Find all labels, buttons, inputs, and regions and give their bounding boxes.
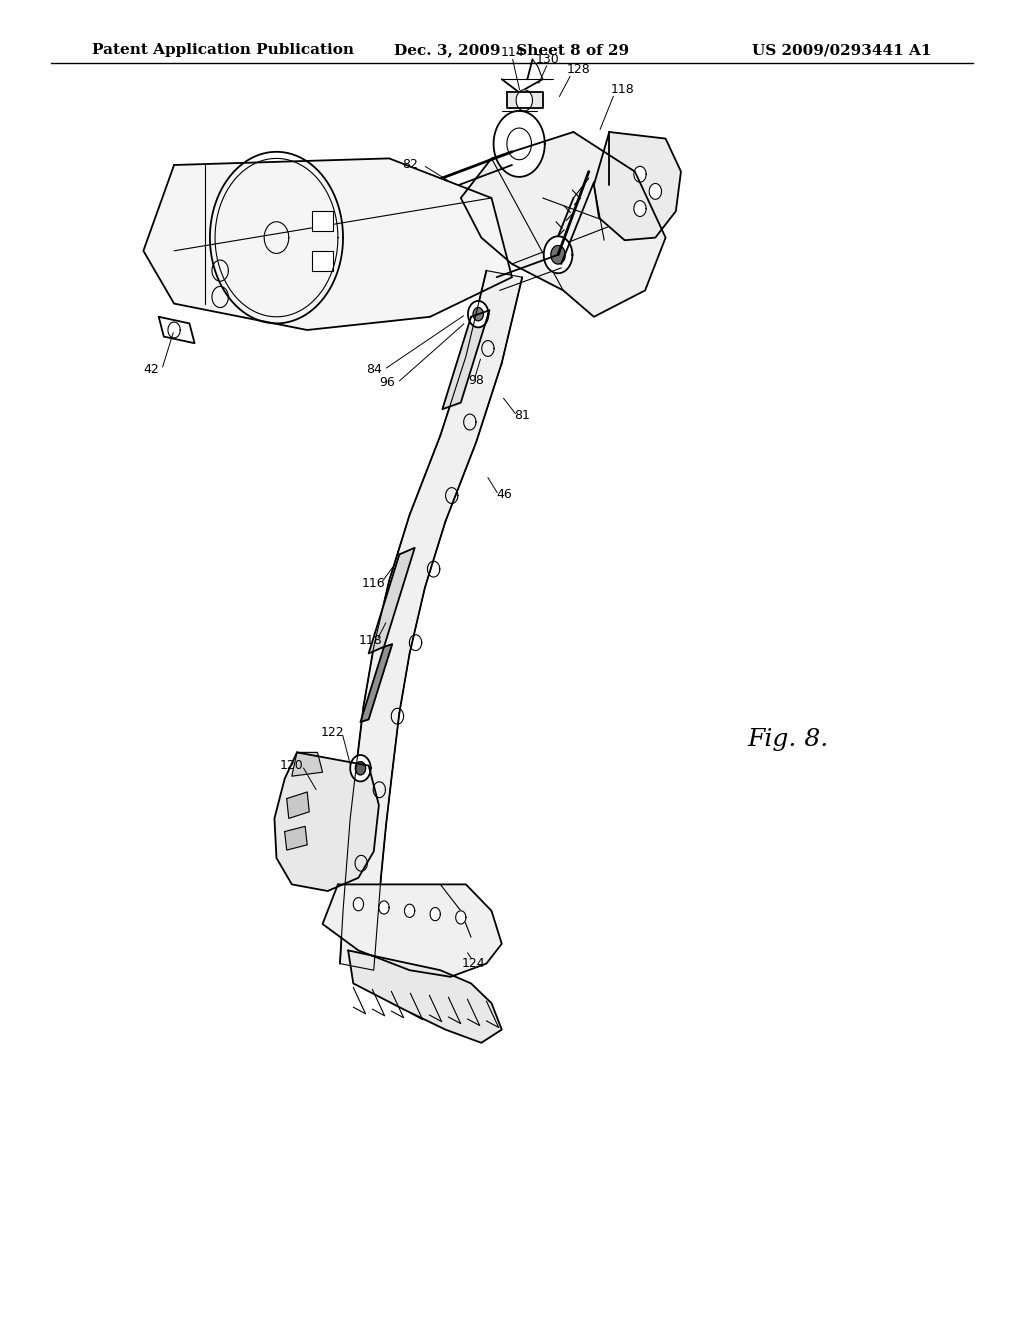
Polygon shape: [312, 211, 333, 231]
Polygon shape: [360, 644, 392, 722]
Polygon shape: [369, 548, 415, 653]
Text: US 2009/0293441 A1: US 2009/0293441 A1: [753, 44, 932, 57]
Polygon shape: [494, 111, 545, 177]
Text: 42: 42: [143, 363, 160, 376]
Text: 98: 98: [468, 374, 484, 387]
Polygon shape: [264, 222, 289, 253]
Polygon shape: [442, 310, 489, 409]
Polygon shape: [379, 902, 389, 913]
Text: Patent Application Publication: Patent Application Publication: [92, 44, 354, 57]
Polygon shape: [430, 908, 440, 920]
Polygon shape: [516, 90, 532, 111]
Polygon shape: [649, 183, 662, 199]
Polygon shape: [634, 201, 646, 216]
Polygon shape: [355, 762, 366, 775]
Polygon shape: [159, 317, 195, 343]
Polygon shape: [544, 236, 572, 273]
Text: 118: 118: [358, 634, 383, 647]
Text: 122: 122: [321, 726, 345, 739]
Text: 81: 81: [514, 409, 530, 422]
Text: 118: 118: [610, 83, 635, 96]
Text: 124: 124: [461, 957, 485, 970]
Polygon shape: [594, 132, 681, 240]
Text: 114: 114: [500, 46, 524, 59]
Polygon shape: [340, 271, 522, 970]
Polygon shape: [350, 755, 371, 781]
Polygon shape: [323, 884, 502, 977]
Polygon shape: [634, 166, 646, 182]
Polygon shape: [312, 251, 333, 271]
Polygon shape: [285, 826, 307, 850]
Polygon shape: [468, 301, 488, 327]
Polygon shape: [507, 92, 543, 108]
Polygon shape: [210, 152, 343, 323]
Text: 120: 120: [280, 759, 304, 772]
Text: 84: 84: [366, 363, 382, 376]
Text: Fig. 8.: Fig. 8.: [748, 727, 829, 751]
Polygon shape: [404, 904, 415, 917]
Polygon shape: [287, 792, 309, 818]
Polygon shape: [456, 911, 466, 924]
Polygon shape: [143, 158, 512, 330]
Text: 116: 116: [361, 577, 386, 590]
Polygon shape: [551, 246, 565, 264]
Polygon shape: [348, 950, 502, 1043]
Polygon shape: [353, 898, 364, 911]
Text: Dec. 3, 2009   Sheet 8 of 29: Dec. 3, 2009 Sheet 8 of 29: [394, 44, 630, 57]
Text: 130: 130: [536, 53, 560, 66]
Text: 128: 128: [566, 63, 591, 77]
Text: 46: 46: [496, 488, 512, 502]
Text: 82: 82: [401, 158, 418, 172]
Polygon shape: [292, 752, 323, 776]
Polygon shape: [461, 132, 666, 317]
Polygon shape: [274, 752, 379, 891]
Text: 96: 96: [379, 376, 395, 389]
Polygon shape: [473, 308, 483, 321]
